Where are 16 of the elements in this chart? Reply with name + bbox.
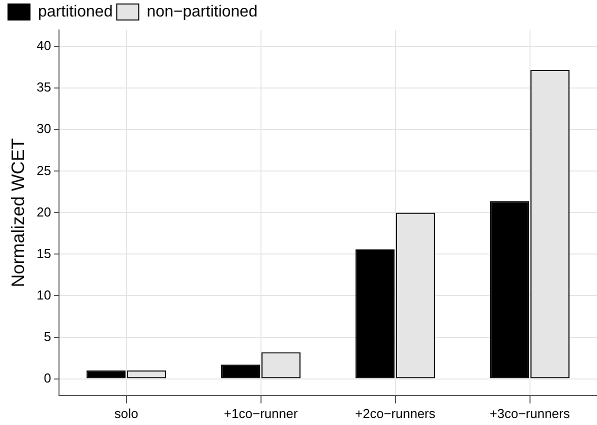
x-tick-label: +1co−runner	[224, 406, 298, 421]
legend-label: partitioned	[38, 3, 113, 20]
y-tick-label: 30	[36, 121, 52, 136]
x-tick-label: +3co−runners	[490, 406, 570, 421]
y-tick-label: 5	[44, 328, 52, 344]
y-tick-label: 0	[44, 370, 52, 386]
y-axis-title: Normalized WCET	[8, 138, 28, 288]
x-tick-label: solo	[114, 406, 138, 421]
y-tick-label: 35	[36, 80, 52, 95]
legend-label: non−partitioned	[146, 3, 258, 20]
y-tick-label: 10	[36, 287, 52, 302]
y-tick-label: 25	[36, 162, 52, 178]
y-tick-label: 40	[36, 38, 52, 54]
x-tick-label: +2co−runners	[355, 406, 436, 421]
y-tick-label: 20	[36, 204, 52, 220]
y-tick-label: 15	[36, 246, 52, 261]
